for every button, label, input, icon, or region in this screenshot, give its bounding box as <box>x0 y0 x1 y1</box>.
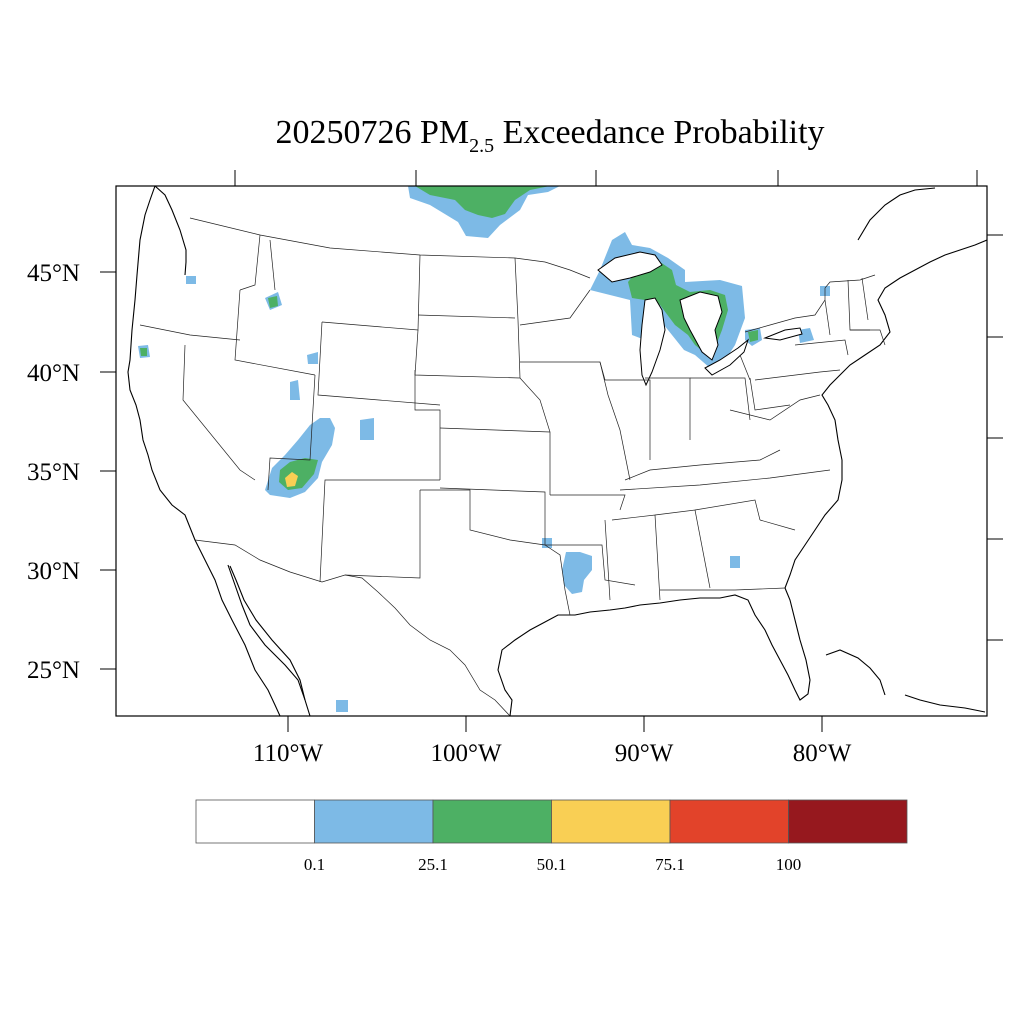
colorbar-swatch <box>314 799 434 844</box>
border-us-canada <box>189 217 591 279</box>
prob-low-regions <box>138 186 830 712</box>
lon-label-80w: 80°W <box>793 740 852 767</box>
lon-label-110w: 110°W <box>253 740 324 767</box>
lon-label-90w: 90°W <box>615 740 674 767</box>
top-ticks <box>234 170 978 186</box>
state-borders <box>139 234 886 616</box>
colorbar-swatch <box>195 799 315 844</box>
colorbar-swatch <box>788 799 908 844</box>
colorbar-swatch <box>432 799 552 844</box>
figure-title: 20250726 PM2.5 Exceedance Probability <box>275 114 824 157</box>
lat-label-30: 30°N <box>27 558 80 585</box>
left-ticks <box>100 271 116 670</box>
colorbar-label: 75.1 <box>655 855 685 874</box>
bottom-ticks <box>287 716 823 732</box>
map-frame <box>115 185 988 717</box>
colorbar-label: 100 <box>776 855 802 874</box>
border-us-mexico <box>194 539 511 716</box>
map-area <box>127 186 987 716</box>
lat-label-40: 40°N <box>27 360 80 387</box>
colorbar <box>195 799 908 844</box>
lat-label-35: 35°N <box>27 459 80 486</box>
colorbar-label: 0.1 <box>304 855 325 874</box>
lat-label-45: 45°N <box>27 260 80 287</box>
prob-moderate-regions <box>140 186 758 490</box>
great-lakes <box>597 251 803 387</box>
colorbar-swatch <box>551 799 671 844</box>
colorbar-swatch <box>669 799 789 844</box>
colorbar-labels: 0.1 25.1 50.1 75.1 100 <box>304 855 801 874</box>
colorbar-label: 25.1 <box>418 855 448 874</box>
right-ticks <box>987 234 1003 641</box>
border-us-canada-east <box>744 274 876 333</box>
prob-high-regions <box>285 472 298 487</box>
lon-label-100w: 100°W <box>430 740 501 767</box>
colorbar-label: 50.1 <box>537 855 567 874</box>
lat-label-25: 25°N <box>27 657 80 684</box>
coastlines <box>127 186 987 716</box>
